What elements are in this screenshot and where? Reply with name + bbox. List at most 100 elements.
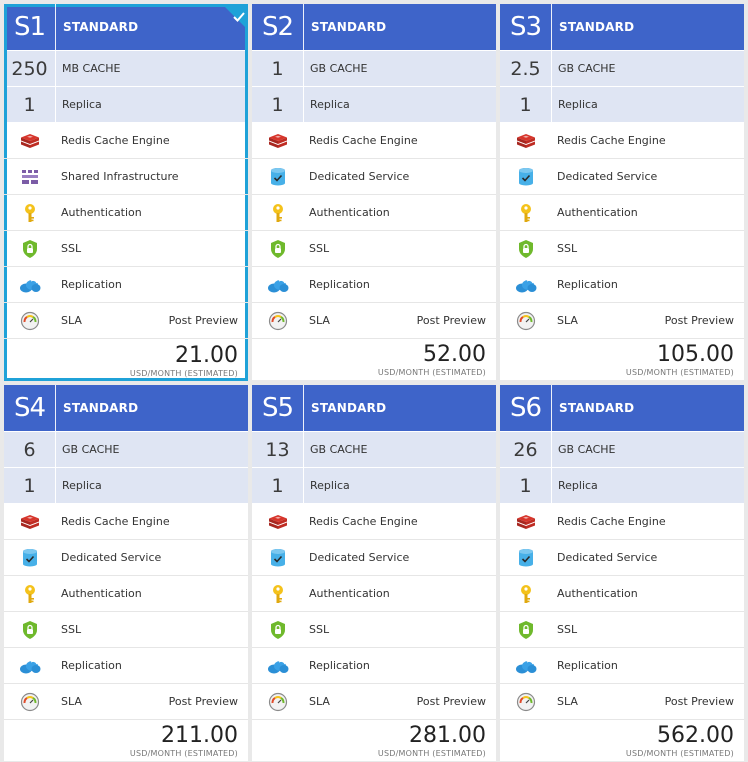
cache-size-row: 26 GB CACHE xyxy=(500,432,744,468)
cache-size-row: 1 GB CACHE xyxy=(252,51,496,87)
price-amount: 105.00 xyxy=(657,342,734,367)
feature-label: Dedicated Service xyxy=(557,170,658,183)
feature-infrastructure: Dedicated Service xyxy=(252,540,496,576)
feature-ssl: SSL xyxy=(500,231,744,267)
feature-label: Authentication xyxy=(61,587,142,600)
feature-authentication: Authentication xyxy=(252,576,496,612)
feature-label: Redis Cache Engine xyxy=(557,134,666,147)
feature-label: Shared Infrastructure xyxy=(61,170,179,183)
replica-label: Replica xyxy=(62,479,102,492)
feature-authentication: Authentication xyxy=(4,195,248,231)
cache-size-label: GB CACHE xyxy=(558,443,616,456)
gauge-icon xyxy=(4,311,55,331)
cache-size-label: GB CACHE xyxy=(310,443,368,456)
key-icon xyxy=(500,203,551,223)
tier-category: STANDARD xyxy=(311,20,387,34)
pricing-tier-card-s1[interactable]: S1 STANDARD 250 MB CACHE 1 Replica xyxy=(4,4,248,381)
feature-sla: SLA Post Preview xyxy=(4,684,248,720)
feature-redis: Redis Cache Engine xyxy=(252,123,496,159)
feature-replication: Replication xyxy=(252,648,496,684)
cache-size-value: 26 xyxy=(513,438,538,461)
tier-name: S1 xyxy=(13,12,46,42)
key-icon xyxy=(252,584,303,604)
spec-divider xyxy=(551,51,552,86)
replica-row: 1 Replica xyxy=(4,468,248,504)
cache-size-value: 1 xyxy=(271,57,284,80)
pricing-tier-card-s4[interactable]: S4 STANDARD 6 GB CACHE 1 Replica xyxy=(4,385,248,761)
feature-label: Replication xyxy=(309,659,370,672)
shield-lock-icon xyxy=(252,620,303,639)
replica-label: Replica xyxy=(310,479,350,492)
pricing-tier-card-s3[interactable]: S3 STANDARD 2.5 GB CACHE 1 Replica xyxy=(500,4,744,380)
cache-size-row: 250 MB CACHE xyxy=(4,51,248,87)
feature-sla: SLA Post Preview xyxy=(4,303,248,339)
pricing-tier-card-s5[interactable]: S5 STANDARD 13 GB CACHE 1 Replica xyxy=(252,385,496,761)
cloud-replication-icon xyxy=(4,277,55,293)
pricing-tier-card-s6[interactable]: S6 STANDARD 26 GB CACHE 1 Replica xyxy=(500,385,744,761)
shield-lock-icon xyxy=(4,239,55,258)
redis-icon xyxy=(500,133,551,149)
header-divider xyxy=(551,385,552,431)
feature-label: Dedicated Service xyxy=(309,551,410,564)
spec-divider xyxy=(55,468,56,503)
tier-category: STANDARD xyxy=(63,20,139,34)
cloud-replication-icon xyxy=(252,277,303,293)
dedicated-service-icon xyxy=(500,167,551,187)
shared-infrastructure-icon xyxy=(4,169,55,185)
cache-size-row: 13 GB CACHE xyxy=(252,432,496,468)
feature-infrastructure: Dedicated Service xyxy=(500,159,744,195)
spec-divider xyxy=(55,432,56,467)
feature-label: Redis Cache Engine xyxy=(309,134,418,147)
price-amount: 21.00 xyxy=(175,343,238,368)
cache-size-label: GB CACHE xyxy=(558,62,616,75)
spec-divider xyxy=(303,87,304,122)
feature-redis: Redis Cache Engine xyxy=(252,504,496,540)
price-amount: 52.00 xyxy=(423,342,486,367)
feature-label: Authentication xyxy=(309,587,390,600)
feature-label: Redis Cache Engine xyxy=(309,515,418,528)
feature-infrastructure: Shared Infrastructure xyxy=(4,159,248,195)
feature-authentication: Authentication xyxy=(4,576,248,612)
feature-label: Dedicated Service xyxy=(557,551,658,564)
feature-label: Redis Cache Engine xyxy=(557,515,666,528)
spec-divider xyxy=(551,468,552,503)
price-block: 211.00 USD/MONTH (ESTIMATED) xyxy=(4,721,248,761)
replica-label: Replica xyxy=(558,98,598,111)
feature-label: Replication xyxy=(557,278,618,291)
header-divider xyxy=(303,385,304,431)
feature-redis: Redis Cache Engine xyxy=(4,123,248,159)
feature-redis: Redis Cache Engine xyxy=(4,504,248,540)
feature-redis: Redis Cache Engine xyxy=(500,123,744,159)
price-unit: USD/MONTH (ESTIMATED) xyxy=(625,368,734,377)
feature-label: SSL xyxy=(61,623,82,636)
feature-label: SSL xyxy=(557,623,578,636)
header-divider xyxy=(55,4,56,50)
dedicated-service-icon xyxy=(4,548,55,568)
replica-row: 1 Replica xyxy=(500,87,744,123)
gauge-icon xyxy=(500,692,551,712)
feature-ssl: SSL xyxy=(252,612,496,648)
price-block: 105.00 USD/MONTH (ESTIMATED) xyxy=(500,340,744,380)
cache-size-value: 6 xyxy=(23,438,36,461)
feature-label: Replication xyxy=(61,659,122,672)
feature-label: Redis Cache Engine xyxy=(61,134,170,147)
sla-note: Post Preview xyxy=(168,695,238,708)
card-header: S5 STANDARD xyxy=(252,385,496,432)
sla-note: Post Preview xyxy=(664,314,734,327)
price-unit: USD/MONTH (ESTIMATED) xyxy=(129,749,238,758)
sla-note: Post Preview xyxy=(416,695,486,708)
replica-label: Replica xyxy=(558,479,598,492)
shield-lock-icon xyxy=(500,620,551,639)
feature-infrastructure: Dedicated Service xyxy=(4,540,248,576)
pricing-tier-card-s2[interactable]: S2 STANDARD 1 GB CACHE 1 Replica xyxy=(252,4,496,380)
feature-replication: Replication xyxy=(252,267,496,303)
card-header: S3 STANDARD xyxy=(500,4,744,51)
tier-name: S4 xyxy=(13,393,46,423)
redis-icon xyxy=(4,133,55,149)
price-unit: USD/MONTH (ESTIMATED) xyxy=(377,749,486,758)
cache-size-label: GB CACHE xyxy=(310,62,368,75)
replica-count: 1 xyxy=(271,474,284,497)
replica-count: 1 xyxy=(271,93,284,116)
cache-size-label: GB CACHE xyxy=(62,443,120,456)
